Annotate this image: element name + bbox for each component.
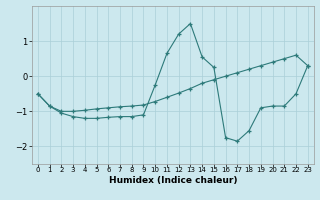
X-axis label: Humidex (Indice chaleur): Humidex (Indice chaleur) — [108, 176, 237, 185]
